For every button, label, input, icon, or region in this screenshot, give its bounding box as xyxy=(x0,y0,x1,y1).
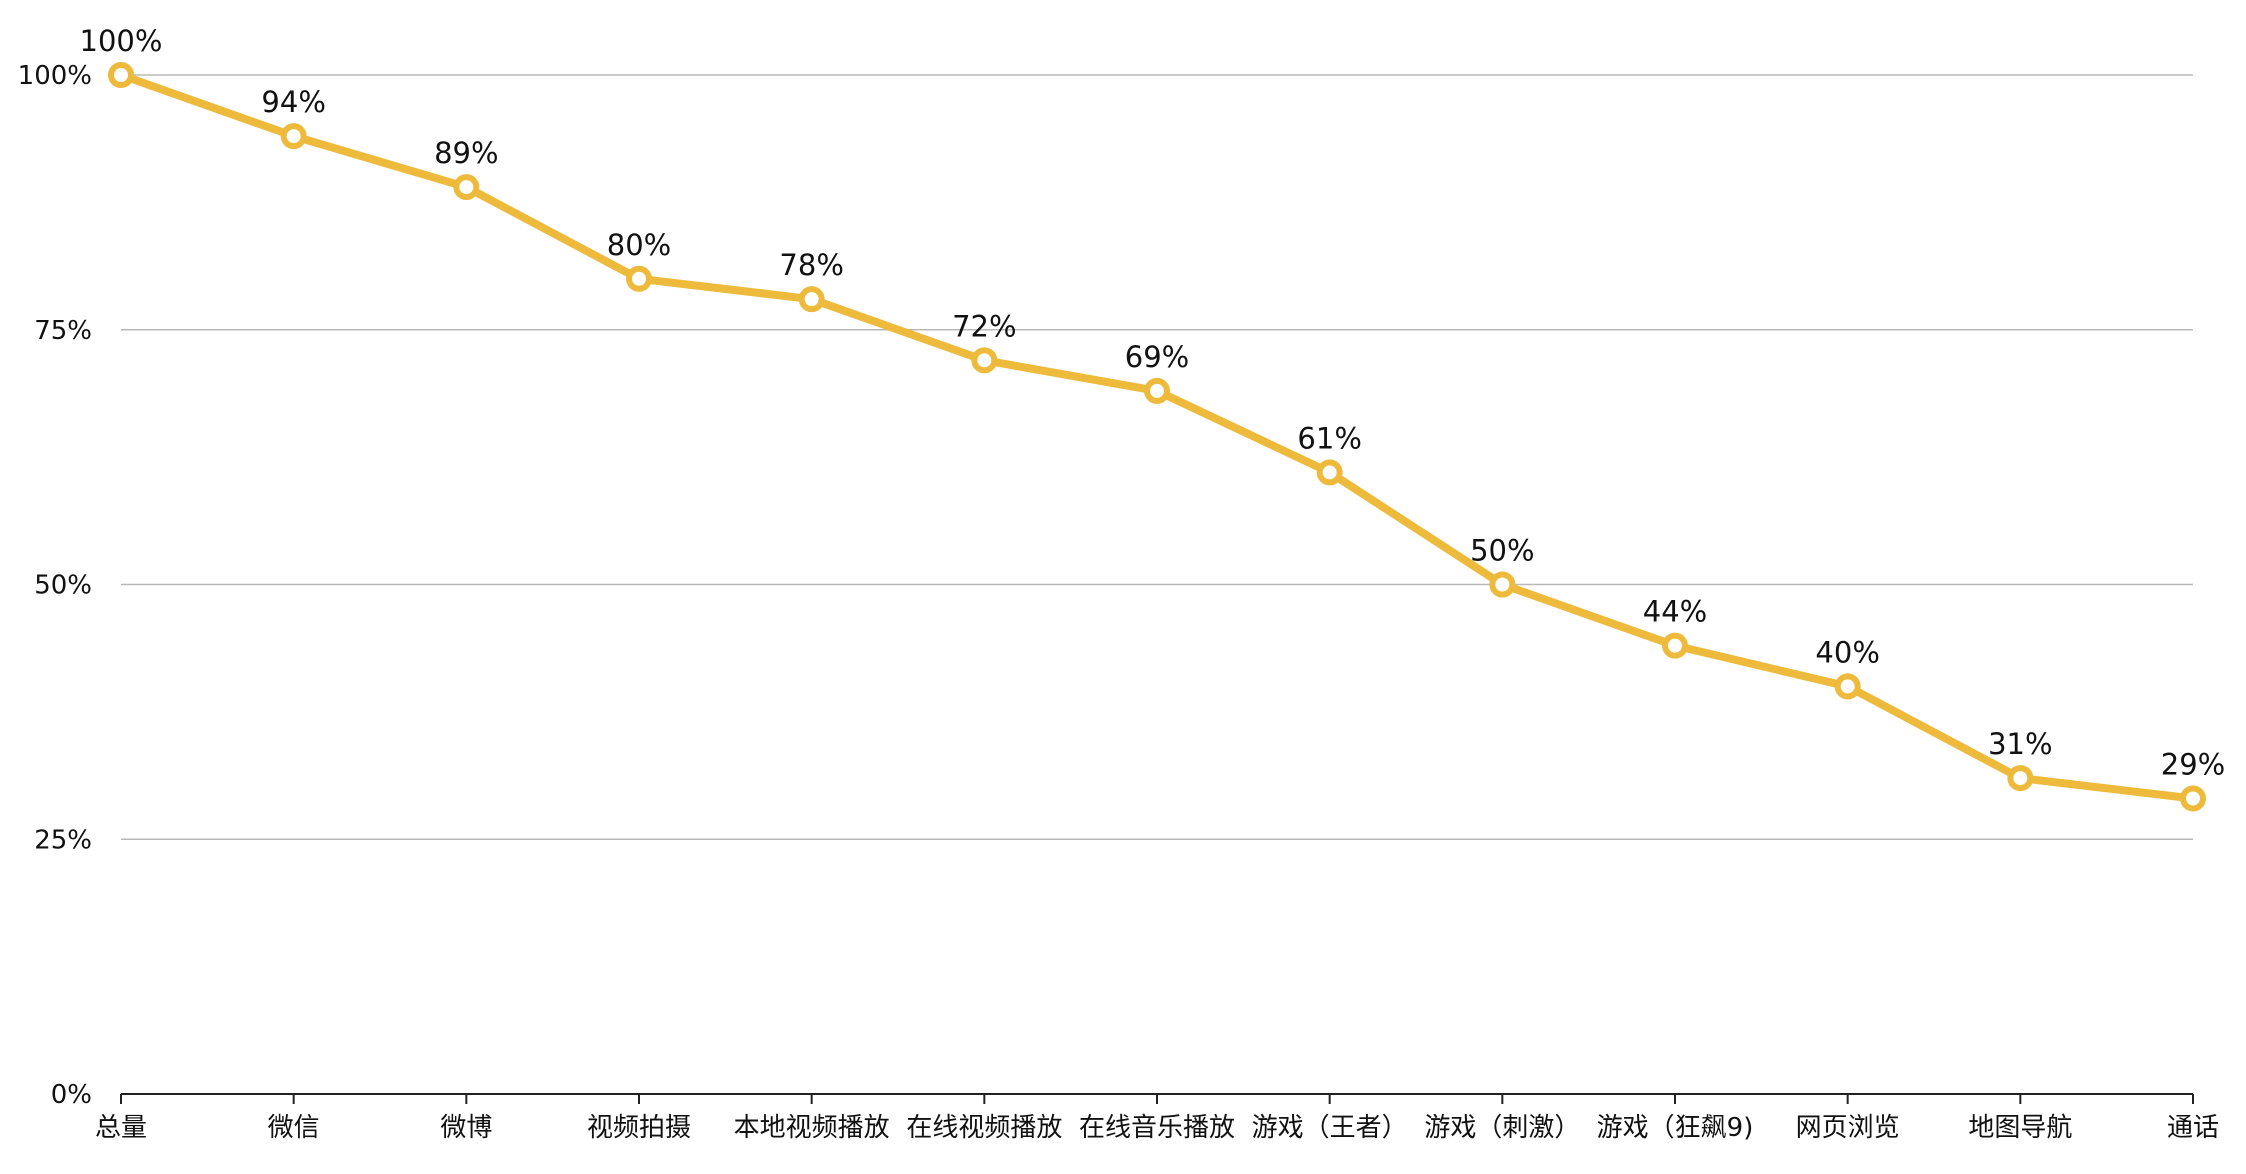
y-tick-label: 0% xyxy=(51,1080,92,1110)
data-point xyxy=(798,286,825,313)
x-tick-label: 通话 xyxy=(2167,1113,2219,1143)
data-label: 72% xyxy=(952,309,1016,343)
data-point xyxy=(453,174,480,201)
x-tick-label: 微博 xyxy=(440,1113,492,1143)
data-label: 40% xyxy=(1815,635,1879,669)
y-tick-label: 50% xyxy=(34,571,92,601)
data-label: 78% xyxy=(779,248,843,282)
x-tick-label: 总量 xyxy=(95,1113,147,1143)
data-label: 29% xyxy=(2161,747,2225,781)
data-point xyxy=(1489,571,1516,598)
data-point xyxy=(1144,377,1170,404)
data-point xyxy=(1316,459,1343,486)
x-tick-label: 游戏（刺激） xyxy=(1424,1113,1580,1143)
y-tick-label: 100% xyxy=(18,61,92,91)
data-label: 31% xyxy=(1988,727,2052,761)
data-label: 100% xyxy=(80,24,163,58)
x-axis-tick-labels: 总量 微信 微博 视频拍摄 本地视频播放 在线视频播放 在线音乐播放 游戏（王者） 游戏（刺激）… xyxy=(95,1113,2219,1143)
x-tick-label: 地图导航 xyxy=(1968,1113,2072,1143)
x-tick-label: 视频拍摄 xyxy=(587,1113,691,1143)
x-tick-label: 游戏（王者） xyxy=(1252,1113,1408,1143)
x-tick-label: 在线音乐播放 xyxy=(1079,1113,1235,1143)
data-label: 69% xyxy=(1125,340,1189,374)
x-tick-label: 在线视频播放 xyxy=(906,1113,1062,1143)
data-point xyxy=(1834,673,1861,700)
x-tick-label: 本地视频播放 xyxy=(734,1113,890,1143)
data-label: 44% xyxy=(1643,595,1707,629)
data-point xyxy=(108,62,134,88)
x-tick-label: 游戏（狂飙9) xyxy=(1597,1113,1754,1143)
data-point xyxy=(2180,785,2206,812)
series-line xyxy=(117,71,2197,803)
data-label: 94% xyxy=(261,85,325,119)
data-point xyxy=(2007,765,2034,792)
data-label: 50% xyxy=(1470,534,1534,568)
x-axis xyxy=(120,1093,2194,1104)
x-tick-label: 微信 xyxy=(268,1113,320,1143)
gridlines xyxy=(121,74,2193,840)
x-tick-label: 网页浏览 xyxy=(1796,1113,1900,1143)
data-label: 89% xyxy=(434,136,498,170)
data-label: 80% xyxy=(607,228,671,262)
data-label: 61% xyxy=(1297,421,1361,455)
data-point xyxy=(626,265,652,292)
y-axis-tick-labels: 0% 25% 50% 75% 100% xyxy=(18,61,92,1110)
series-layer xyxy=(108,62,2206,812)
data-point xyxy=(971,347,998,374)
data-point xyxy=(280,123,307,150)
y-tick-label: 25% xyxy=(34,825,92,855)
data-point xyxy=(1662,632,1688,659)
data-labels: 100% 94% 89% 80% 78% 72% 69% 61% 50% 44% 40% 31% 29% xyxy=(80,24,2226,781)
y-tick-label: 75% xyxy=(34,316,92,346)
